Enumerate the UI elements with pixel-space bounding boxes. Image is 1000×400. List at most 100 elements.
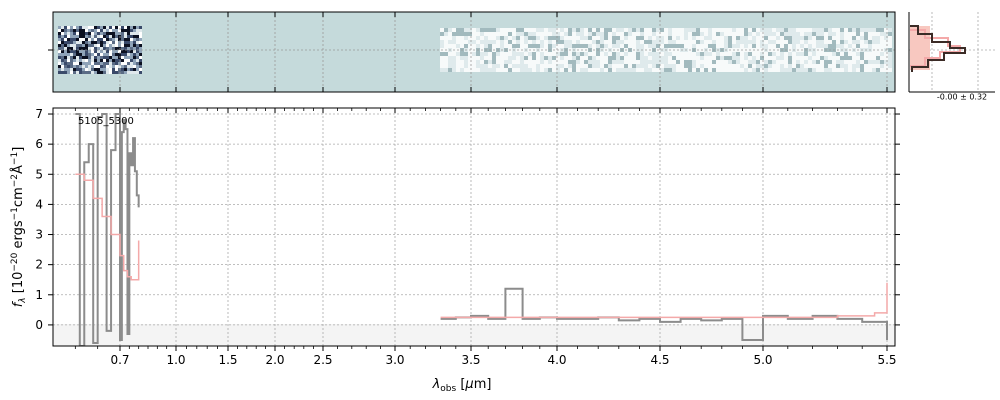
spectrum-2d-pixel xyxy=(692,44,696,48)
spectrum-2d-pixel xyxy=(580,40,584,44)
spectrum-2d-pixel xyxy=(784,68,788,72)
spectrum-2d-pixel xyxy=(824,40,828,44)
spectrum-2d-pixel xyxy=(500,36,504,40)
spectrum-2d-pixel xyxy=(624,32,628,36)
spectrum-2d-pixel xyxy=(139,47,142,50)
spectrum-2d-pixel xyxy=(460,60,464,64)
spectrum-2d-pixel xyxy=(112,29,115,32)
spectrum-2d-pixel xyxy=(848,68,852,72)
spectrum-2d-pixel xyxy=(728,64,732,68)
spectrum-2d-pixel xyxy=(656,56,660,60)
spectrum-2d-pixel xyxy=(820,64,824,68)
spectrum-2d-pixel xyxy=(780,28,784,32)
spectrum-2d-pixel xyxy=(516,56,520,60)
spectrum-2d-pixel xyxy=(540,60,544,64)
spectrum-2d-pixel xyxy=(460,52,464,56)
spectrum-2d-pixel xyxy=(492,68,496,72)
spectrum-2d-pixel xyxy=(76,56,79,59)
spectrum-2d-pixel xyxy=(544,44,548,48)
spectrum-2d-pixel xyxy=(732,44,736,48)
spectrum-2d-pixel xyxy=(660,56,664,60)
spectrum-2d-pixel xyxy=(736,32,740,36)
spectrum-2d-pixel xyxy=(536,40,540,44)
spectrum-2d-pixel xyxy=(648,64,652,68)
spectrum-2d-pixel xyxy=(133,53,136,56)
spectrum-2d-pixel xyxy=(488,32,492,36)
spectrum-2d-pixel xyxy=(504,44,508,48)
spectrum-2d-pixel xyxy=(88,65,91,68)
spectrum-2d-pixel xyxy=(608,40,612,44)
spectrum-2d-pixel xyxy=(680,36,684,40)
spectrum-2d-pixel xyxy=(492,52,496,56)
spectrum-2d-pixel xyxy=(696,56,700,60)
spectrum-2d-pixel xyxy=(776,32,780,36)
y-tick-label: 6 xyxy=(35,137,43,151)
spectrum-2d-pixel xyxy=(524,44,528,48)
spectrum-2d-pixel xyxy=(828,56,832,60)
spectrum-2d-pixel xyxy=(832,52,836,56)
spectrum-2d-pixel xyxy=(109,29,112,32)
spectrum-2d-pixel xyxy=(85,32,88,35)
spectrum-2d-pixel xyxy=(97,47,100,50)
spectrum-2d-pixel xyxy=(688,44,692,48)
spectrum-2d-pixel xyxy=(752,32,756,36)
spectrum-2d-pixel xyxy=(576,28,580,32)
spectrum-2d-pixel xyxy=(61,62,64,65)
spectrum-2d-pixel xyxy=(600,68,604,72)
spectrum-2d-pixel xyxy=(724,36,728,40)
spectrum-2d-pixel xyxy=(608,52,612,56)
spectrum-2d-pixel xyxy=(127,47,130,50)
spectrum-2d-pixel xyxy=(760,60,764,64)
spectrum-2d-pixel xyxy=(496,64,500,68)
spectrum-2d-pixel xyxy=(136,32,139,35)
spectrum-2d-pixel xyxy=(112,62,115,65)
spectrum-2d-pixel xyxy=(136,35,139,38)
spectrum-2d-pixel xyxy=(448,64,452,68)
spectrum-2d-pixel xyxy=(692,36,696,40)
spectrum-2d-pixel xyxy=(804,40,808,44)
spectrum-2d-pixel xyxy=(488,52,492,56)
spectrum-2d-pixel xyxy=(112,56,115,59)
spectrum-2d-pixel xyxy=(139,35,142,38)
spectrum-2d-pixel xyxy=(520,60,524,64)
spectrum-2d-pixel xyxy=(760,56,764,60)
spectrum-2d-pixel xyxy=(112,53,115,56)
spectrum-2d-pixel xyxy=(112,35,115,38)
spectrum-2d-pixel xyxy=(61,35,64,38)
spectrum-2d-pixel xyxy=(632,44,636,48)
spectrum-2d-pixel xyxy=(106,38,109,41)
spectrum-2d-pixel xyxy=(584,36,588,40)
spectrum-2d-pixel xyxy=(544,32,548,36)
spectrum-2d-pixel xyxy=(552,28,556,32)
spectrum-2d-pixel xyxy=(844,32,848,36)
y-tick-label: 1 xyxy=(35,288,43,302)
spectrum-2d-pixel xyxy=(532,40,536,44)
spectrum-2d-pixel xyxy=(848,56,852,60)
spectrum-2d-pixel xyxy=(508,28,512,32)
spectrum-2d-pixel xyxy=(688,68,692,72)
spectrum-2d-pixel xyxy=(700,28,704,32)
spectrum-2d-pixel xyxy=(832,40,836,44)
spectrum-2d-pixel xyxy=(73,47,76,50)
spectrum-2d-pixel xyxy=(736,44,740,48)
spectrum-2d-pixel xyxy=(500,60,504,64)
spectrum-2d-pixel xyxy=(884,28,888,32)
spectrum-2d-pixel xyxy=(652,64,656,68)
spectrum-2d-pixel xyxy=(548,56,552,60)
spectrum-2d-pixel xyxy=(700,32,704,36)
spectrum-2d-pixel xyxy=(664,60,668,64)
spectrum-2d-pixel xyxy=(644,36,648,40)
spectrum-2d-pixel xyxy=(109,47,112,50)
spectrum-2d-pixel xyxy=(504,32,508,36)
spectrum-2d-pixel xyxy=(808,56,812,60)
spectrum-2d-pixel xyxy=(572,64,576,68)
spectrum-2d-pixel xyxy=(64,47,67,50)
spectrum-2d-pixel xyxy=(67,26,70,29)
spectrum-2d-pixel xyxy=(88,68,91,71)
spectrum-2d-pixel xyxy=(440,40,444,44)
profile-data-line xyxy=(910,25,966,72)
spectrum-2d-pixel xyxy=(103,56,106,59)
spectrum-2d-pixel xyxy=(82,62,85,65)
spectrum-2d-pixel xyxy=(67,53,70,56)
spectrum-2d-pixel xyxy=(748,28,752,32)
